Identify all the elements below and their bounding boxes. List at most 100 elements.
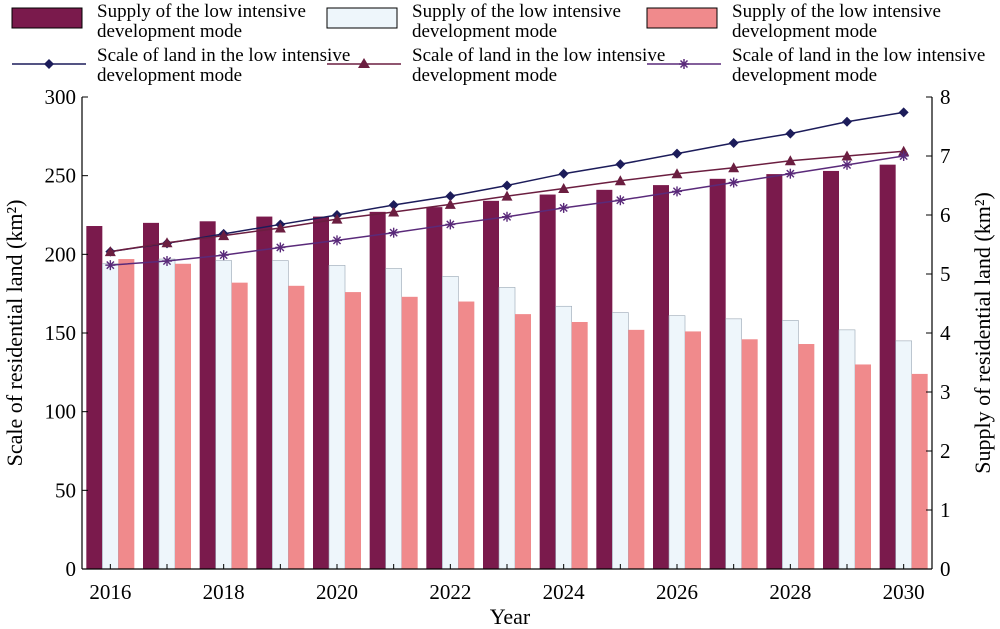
bar-2-2018 [215,260,232,570]
marker-1-2023 [502,180,512,191]
marker-3-2018 [218,250,229,261]
x-tick-label: 2018 [203,580,245,604]
legend-label-line-1: Scale of land in the low intensive devel… [97,45,351,86]
marker-2-2017 [161,237,173,248]
legend-label-line-2: Scale of land in the low intensive devel… [412,45,666,86]
marker-2-2024 [558,182,570,193]
marker-3-2016 [105,260,116,271]
line-2 [110,150,904,253]
bar-3-2030 [911,373,928,569]
y-right-tick-label: 1 [940,498,951,522]
y-left-tick-label: 50 [55,478,76,502]
legend-swatch-line-2 [327,58,401,68]
bar-3-2022 [458,301,475,569]
marker-1-2029 [842,116,852,127]
marker-3-2019 [275,242,286,253]
legend-label-line-3: Scale of land in the low intensive devel… [732,45,986,86]
bar-3-2027 [741,339,758,569]
marker-2-2026 [671,168,683,179]
y-left-tick-label: 300 [45,85,77,109]
marker-1-2024 [558,168,569,179]
marker-2-2019 [274,222,286,233]
y-right-tick-label: 2 [940,439,951,463]
marker-1-2030 [898,107,909,118]
bar-1-2017 [143,222,159,569]
x-tick-label: 2024 [543,580,586,604]
bar-3-2024 [571,321,588,569]
bar-marks [86,164,928,570]
y-right-tick-label: 4 [940,321,951,345]
bar-3-2016 [118,259,135,569]
marker-2-2027 [728,162,740,173]
legend-swatch-line-1 [12,59,86,69]
x-axis-label: Year [490,604,531,629]
marker-1-2025 [615,159,626,170]
bar-2-2028 [782,320,799,570]
marker-2-2028 [784,155,796,166]
bar-2-2022 [442,276,459,570]
marker-3-2029 [842,159,852,170]
marker-1-2028 [785,128,796,139]
bar-1-2024 [539,194,556,569]
legend-swatch-bar-3 [646,7,718,29]
marker-3-2030 [898,151,909,161]
marker-3-2021 [388,227,399,238]
bar-2-2019 [272,260,289,570]
bar-3-2021 [401,296,418,569]
marker-3-2022 [445,219,456,230]
x-tick-label: 2030 [883,580,925,604]
marker-1-2026 [672,148,682,159]
bar-3-2029 [855,364,871,569]
bar-3-2017 [175,263,191,569]
marker-2-2016 [104,246,116,257]
marker-3-2028 [785,168,796,179]
bar-3-2025 [628,329,645,569]
bar-1-2028 [766,174,783,570]
marker-2-2020 [331,213,343,224]
bar-1-2030 [879,164,896,570]
bar-1-2023 [483,200,499,569]
bar-3-2018 [231,282,248,569]
bar-3-2026 [685,331,701,569]
y-right-tick-label: 8 [940,85,951,109]
marker-2-2018 [218,230,230,241]
bar-1-2019 [256,216,273,569]
bar-2-2024 [555,305,572,570]
axes: 0 50 100 150 200 250 300 0 1 2 3 4 5 6 7 8 2016 2018 2020 2… [45,85,952,604]
marker-3-2024 [558,202,569,213]
y-axis-left-label: Scale of residential land (km²) [2,200,27,467]
bar-2-2029 [838,329,856,570]
bar-3-2020 [345,292,361,569]
marker-3-2020 [332,235,342,246]
x-tick-label: 2020 [316,580,358,604]
legend-label-bar-1: Supply of the low intensive development … [97,1,306,42]
marker-3-2025 [615,195,626,206]
bar-2-2023 [498,287,516,570]
y-axis-right-label: Supply of residential land (km²) [970,192,995,474]
y-left-tick-label: 250 [45,164,77,188]
marker-2-2022 [444,198,456,209]
bar-3-2019 [288,285,305,569]
marker-1-2021 [388,199,399,210]
y-left-tick-label: 100 [45,400,77,424]
bar-2-2025 [612,312,629,570]
bar-2-2021 [385,268,402,570]
bar-2-2030 [895,340,912,570]
y-right-tick-label: 5 [940,262,951,286]
legend-label-bar-3: Supply of the low intensive development … [732,1,941,42]
bar-1-2022 [426,207,443,569]
x-tick-label: 2016 [89,580,131,604]
bar-1-2016 [86,226,103,569]
bar-1-2025 [596,189,613,569]
marker-1-2022 [445,191,456,202]
bar-2-2016 [102,263,119,570]
marker-1-2027 [728,138,739,149]
y-right-tick-label: 6 [940,203,951,227]
bar-1-2029 [823,170,839,570]
bar-1-2027 [709,178,726,569]
bar-1-2026 [653,185,669,569]
x-tick-label: 2022 [429,580,471,604]
line-3 [110,155,904,266]
marker-3-2026 [672,186,682,197]
y-left-tick-label: 150 [45,321,77,345]
